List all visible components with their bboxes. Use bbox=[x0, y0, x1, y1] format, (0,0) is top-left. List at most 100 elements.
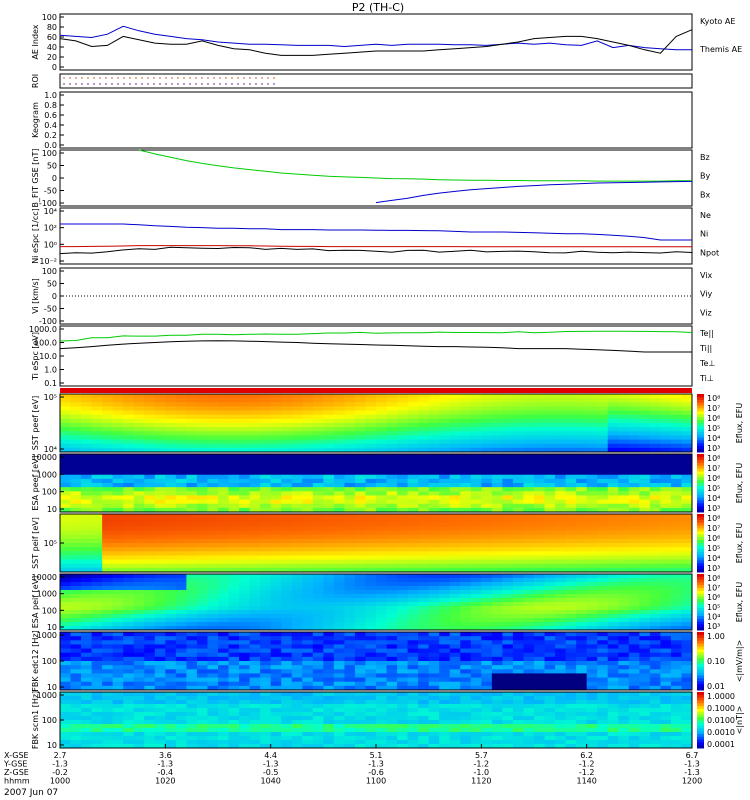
heatmap-cell bbox=[60, 559, 72, 565]
heatmap-cell bbox=[270, 673, 282, 679]
heatmap-cell bbox=[312, 563, 324, 569]
heatmap-cell bbox=[618, 574, 630, 579]
heatmap-cell bbox=[407, 414, 419, 420]
heatmap-cell bbox=[397, 594, 409, 599]
heatmap-cell bbox=[102, 732, 114, 737]
heatmap-cell bbox=[649, 470, 661, 476]
heatmap-cell bbox=[523, 555, 535, 561]
heatmap-cell bbox=[376, 439, 388, 445]
heatmap-cell bbox=[239, 402, 251, 407]
heatmap-cell bbox=[60, 543, 72, 548]
heatmap-cell bbox=[81, 530, 93, 536]
heatmap-cell bbox=[165, 610, 177, 615]
heatmap-cell bbox=[523, 466, 535, 472]
heatmap-cell bbox=[323, 744, 335, 749]
heatmap-cell bbox=[470, 640, 482, 645]
heatmap-cell bbox=[70, 526, 82, 532]
heatmap-cell bbox=[681, 514, 693, 519]
heatmap-cell bbox=[449, 644, 461, 650]
heatmap-cell bbox=[460, 590, 472, 595]
heatmap-cell bbox=[428, 555, 440, 561]
heatmap-cell bbox=[207, 406, 219, 412]
heatmap-cell bbox=[449, 470, 461, 476]
heatmap-cell bbox=[344, 716, 356, 721]
heatmap-cell bbox=[576, 574, 588, 579]
heatmap-cell bbox=[670, 427, 682, 432]
heatmap-cell bbox=[449, 414, 461, 420]
y-axis-label: AE Index bbox=[31, 24, 40, 59]
heatmap-cell bbox=[649, 406, 661, 412]
heatmap-cell bbox=[291, 720, 303, 725]
heatmap-cell bbox=[239, 534, 251, 540]
heatmap-cell bbox=[439, 602, 451, 607]
heatmap-cell bbox=[133, 435, 145, 441]
heatmap-cell bbox=[544, 636, 556, 641]
heatmap-cell bbox=[112, 454, 124, 459]
heatmap-cell bbox=[354, 656, 366, 662]
heatmap-cell bbox=[333, 530, 345, 536]
heatmap-cell bbox=[249, 661, 261, 666]
heatmap-cell bbox=[260, 474, 272, 480]
heatmap-cell bbox=[523, 677, 535, 683]
heatmap-cell bbox=[470, 530, 482, 536]
roi-dot bbox=[75, 77, 77, 79]
heatmap-cell bbox=[249, 582, 261, 587]
heatmap-cell bbox=[681, 614, 693, 619]
heatmap-cell bbox=[323, 427, 335, 432]
heatmap-cell bbox=[449, 538, 461, 544]
heatmap-cell bbox=[91, 447, 103, 453]
heatmap-cell bbox=[102, 736, 114, 741]
heatmap-cell bbox=[544, 656, 556, 662]
heatmap-cell bbox=[576, 582, 588, 587]
roi-dot bbox=[165, 77, 167, 79]
heatmap-cell bbox=[418, 435, 430, 441]
heatmap-cell bbox=[512, 454, 524, 459]
heatmap-cell bbox=[481, 559, 493, 565]
heatmap-cell bbox=[512, 648, 524, 654]
heatmap-cell bbox=[397, 563, 409, 569]
heatmap-cell bbox=[281, 394, 293, 399]
heatmap-cell bbox=[649, 681, 661, 687]
heatmap-cell bbox=[112, 414, 124, 420]
heatmap-cell bbox=[470, 656, 482, 662]
heatmap-cell bbox=[607, 530, 619, 536]
heatmap-cell bbox=[239, 563, 251, 569]
heatmap-cell bbox=[228, 534, 240, 540]
heatmap-cell bbox=[502, 418, 514, 424]
heatmap-cell bbox=[481, 590, 493, 595]
heatmap-cell bbox=[144, 704, 156, 709]
heatmap-cell bbox=[607, 514, 619, 519]
heatmap-cell bbox=[312, 394, 324, 399]
heatmap-cell bbox=[91, 712, 103, 717]
heatmap-cell bbox=[175, 665, 187, 670]
heatmap-cell bbox=[270, 410, 282, 416]
heatmap-cell bbox=[302, 614, 314, 619]
heatmap-cell bbox=[576, 534, 588, 540]
heatmap-cell bbox=[239, 578, 251, 583]
heatmap-cell bbox=[628, 685, 640, 691]
heatmap-cell bbox=[460, 559, 472, 565]
heatmap-cell bbox=[175, 507, 187, 513]
heatmap-cell bbox=[565, 669, 577, 674]
heatmap-cell bbox=[660, 474, 672, 480]
heatmap-cell bbox=[91, 673, 103, 679]
heatmap-cell bbox=[344, 614, 356, 619]
heatmap-cell bbox=[523, 648, 535, 654]
heatmap-cell bbox=[354, 640, 366, 645]
heatmap-cell bbox=[344, 652, 356, 658]
y-tick-label: -50 bbox=[44, 305, 57, 314]
heatmap-cell bbox=[228, 559, 240, 565]
heatmap-cell bbox=[91, 427, 103, 432]
heatmap-cell bbox=[534, 427, 546, 432]
heatmap-cell bbox=[576, 435, 588, 441]
heatmap-cell bbox=[365, 439, 377, 445]
roi-dot bbox=[195, 83, 197, 85]
heatmap-cell bbox=[228, 474, 240, 480]
colorbar-tick-label: 0.01 bbox=[707, 682, 725, 691]
legend-entry: Te⊥ bbox=[699, 359, 715, 368]
heatmap-cell bbox=[144, 692, 156, 697]
heatmap-cell bbox=[196, 648, 208, 654]
panel-roi: ROI bbox=[31, 73, 693, 89]
heatmap-cell bbox=[502, 518, 514, 523]
heatmap-cell bbox=[376, 598, 388, 603]
